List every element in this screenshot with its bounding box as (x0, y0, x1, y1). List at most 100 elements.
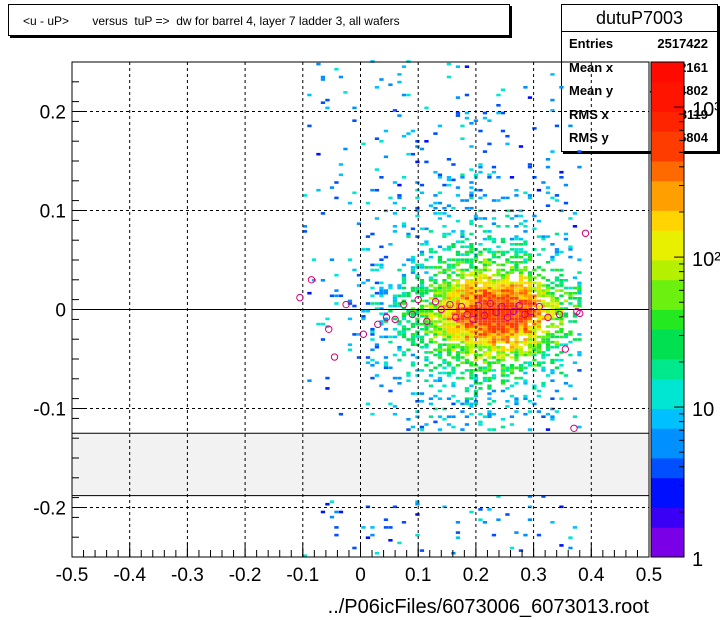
heatmap-cell (401, 134, 407, 138)
heatmap-cell (455, 320, 461, 323)
heatmap-cell (496, 302, 501, 305)
heatmap-cell (473, 364, 479, 367)
heatmap-cell (473, 268, 479, 272)
heatmap-cell (527, 348, 533, 352)
heatmap-cell (541, 356, 546, 359)
heatmap-cell (464, 387, 470, 390)
heatmap-cell (482, 291, 488, 295)
heatmap-cell (500, 358, 506, 362)
heatmap-cell (374, 307, 380, 310)
profile-point (296, 293, 304, 302)
heatmap-cell (455, 317, 461, 321)
heatmap-cell (437, 345, 443, 349)
heatmap-cell (446, 284, 452, 287)
heatmap-cell (550, 345, 555, 349)
heatmap-cell (545, 374, 551, 377)
heatmap-cell (527, 327, 533, 331)
heatmap-cell (451, 294, 456, 298)
heatmap-cell (478, 289, 483, 292)
heatmap-cell (442, 212, 447, 215)
heatmap-cell (509, 315, 515, 318)
heatmap-cell (374, 137, 380, 140)
heatmap-cell (505, 320, 510, 323)
heatmap-cell (455, 302, 461, 305)
heatmap-cell (518, 294, 524, 298)
heatmap-cell (500, 286, 506, 290)
heatmap-cell (446, 338, 452, 341)
heatmap-cell (500, 322, 506, 326)
heatmap-cell (505, 294, 510, 298)
profile-point (503, 313, 512, 322)
heatmap-cell (442, 333, 447, 336)
heatmap-cell (451, 178, 456, 182)
heatmap-cell (437, 284, 443, 287)
heatmap-cell (500, 369, 506, 372)
heatmap-cell (428, 325, 434, 328)
heatmap-cell (361, 317, 366, 321)
palette-swatch (651, 91, 684, 102)
heatmap-cell (550, 379, 555, 382)
heatmap-cell (424, 271, 429, 274)
heatmap-cell (500, 356, 506, 359)
heatmap-cell (469, 219, 474, 223)
heatmap-cell (397, 320, 402, 323)
heatmap-cell (473, 309, 479, 313)
heatmap-cell (446, 322, 452, 326)
heatmap-cell (446, 423, 452, 426)
heatmap-cell (473, 255, 479, 259)
heatmap-cell (541, 351, 546, 354)
heatmap-cell (307, 124, 312, 128)
heatmap-cell (383, 526, 389, 529)
heatmap-cell (392, 412, 398, 416)
heatmap-cell (487, 248, 492, 251)
heatmap-cell (563, 343, 569, 346)
heatmap-cell (383, 129, 389, 133)
heatmap-cell (374, 291, 380, 295)
heatmap-cell (505, 134, 510, 138)
heatmap-cell (451, 309, 456, 313)
heatmap-cell (505, 261, 510, 264)
heatmap-cell (419, 266, 425, 269)
heatmap-cell (487, 297, 492, 300)
heatmap-cell (374, 217, 380, 220)
heatmap-cell (446, 248, 452, 251)
heatmap-cell (469, 194, 474, 197)
heatmap-cell (460, 325, 465, 328)
heatmap-cell (455, 299, 461, 303)
heatmap-cell (550, 291, 555, 295)
heatmap-cell (496, 312, 501, 316)
heatmap-cell (559, 289, 564, 292)
heatmap-cell (455, 312, 461, 316)
heatmap-cell (437, 173, 443, 177)
heatmap-cell (437, 397, 443, 400)
heatmap-cell (455, 335, 461, 339)
heatmap-cell (460, 291, 465, 295)
heatmap-cell (415, 343, 420, 346)
heatmap-cell (428, 338, 434, 341)
profile-point (414, 295, 422, 304)
heatmap-cell (514, 382, 519, 385)
heatmap-cell (338, 75, 344, 79)
heatmap-cell (442, 232, 447, 236)
profile-point (581, 229, 590, 237)
heatmap-cell (536, 394, 542, 398)
heatmap-cell (370, 412, 375, 416)
x-tick-label: 0 (355, 565, 366, 586)
heatmap-cell (563, 232, 569, 236)
heatmap-cell (338, 412, 344, 416)
heatmap-cell (491, 165, 497, 169)
heatmap-cell (428, 317, 434, 321)
heatmap-cell (478, 243, 483, 246)
heatmap-cell (487, 376, 492, 380)
heatmap-cell (446, 176, 452, 179)
heatmap-cell (433, 348, 438, 352)
heatmap-cell (473, 389, 479, 393)
heatmap-cell (329, 515, 335, 519)
heatmap-cell (469, 196, 474, 200)
heatmap-cell (433, 206, 438, 210)
heatmap-cell (442, 261, 447, 264)
heatmap-cell (514, 356, 519, 359)
heatmap-cell (491, 291, 497, 295)
heatmap-cell (446, 333, 452, 336)
heatmap-cell (550, 333, 555, 336)
